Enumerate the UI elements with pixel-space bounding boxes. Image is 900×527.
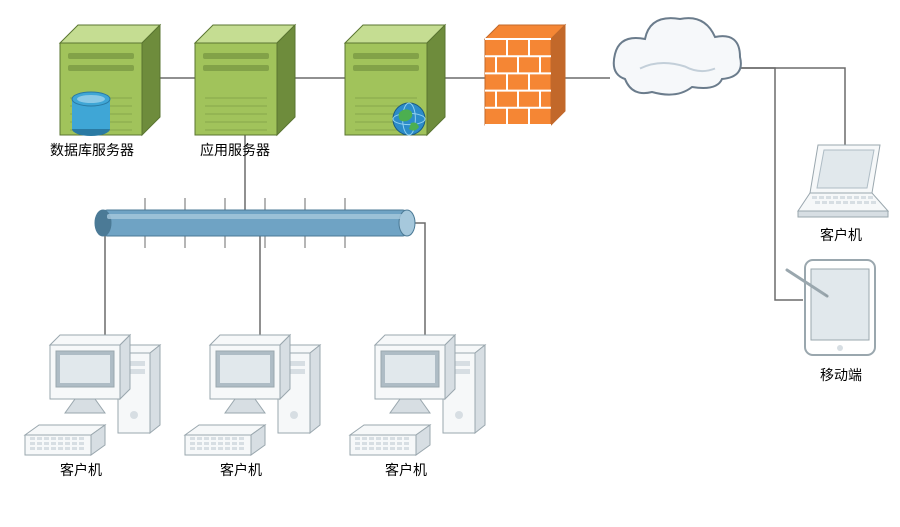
pc1-node xyxy=(25,335,160,455)
pc2-label: 客户机 xyxy=(220,460,262,480)
cloud-node xyxy=(614,18,741,94)
tablet-node xyxy=(787,260,875,355)
app-label: 应用服务器 xyxy=(200,140,270,160)
db-label: 数据库服务器 xyxy=(50,140,134,160)
db-node xyxy=(60,25,160,136)
edge-cloud-tablet xyxy=(728,68,803,300)
firewall-node xyxy=(485,25,565,125)
web-node xyxy=(345,25,445,135)
pc1-label: 客户机 xyxy=(60,460,102,480)
app-node xyxy=(195,25,295,135)
edge-cloud-laptop xyxy=(728,68,845,145)
pc3-label: 客户机 xyxy=(385,460,427,480)
bus-node xyxy=(95,210,415,236)
laptop-label: 客户机 xyxy=(820,225,862,245)
tablet-label: 移动端 xyxy=(820,365,862,385)
network-diagram xyxy=(0,0,900,527)
edge-bus-pc3 xyxy=(410,223,425,335)
pc3-node xyxy=(350,335,485,455)
pc2-node xyxy=(185,335,320,455)
laptop-node xyxy=(798,145,888,217)
